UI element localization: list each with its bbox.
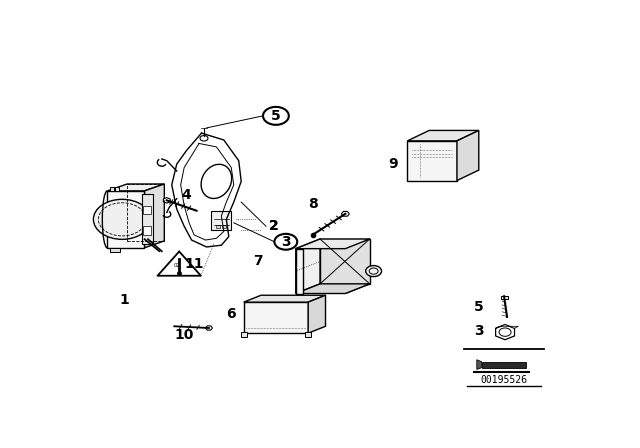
Text: 5: 5 <box>474 300 484 314</box>
Polygon shape <box>495 324 515 340</box>
Polygon shape <box>296 239 320 293</box>
Polygon shape <box>296 239 370 249</box>
Text: 1: 1 <box>120 293 129 307</box>
Polygon shape <box>346 239 370 293</box>
Polygon shape <box>108 184 164 191</box>
Text: 2: 2 <box>269 219 278 233</box>
Circle shape <box>93 199 151 239</box>
Bar <box>211 211 231 230</box>
Text: 6: 6 <box>227 307 236 321</box>
Polygon shape <box>296 249 303 293</box>
Text: 02: 02 <box>173 263 180 268</box>
Bar <box>115 187 118 191</box>
Bar <box>500 296 508 299</box>
Text: 00195526: 00195526 <box>481 375 527 385</box>
Bar <box>216 225 220 228</box>
Polygon shape <box>244 295 326 302</box>
Bar <box>241 332 247 336</box>
Text: 4: 4 <box>182 188 191 202</box>
Polygon shape <box>308 295 326 333</box>
Polygon shape <box>163 198 170 203</box>
Polygon shape <box>341 211 349 216</box>
Circle shape <box>365 266 381 276</box>
Bar <box>408 141 457 181</box>
Polygon shape <box>495 324 518 328</box>
Text: 3: 3 <box>281 235 291 249</box>
Polygon shape <box>320 239 370 284</box>
Bar <box>143 206 151 214</box>
Text: 5: 5 <box>271 109 281 123</box>
Polygon shape <box>457 130 479 181</box>
Polygon shape <box>477 360 482 370</box>
Bar <box>110 248 120 252</box>
Text: 3: 3 <box>474 324 484 338</box>
Text: 7: 7 <box>253 254 263 268</box>
Polygon shape <box>482 362 527 368</box>
Bar <box>143 226 151 235</box>
Bar <box>110 187 114 191</box>
Bar <box>244 302 308 333</box>
Bar <box>222 225 227 228</box>
Polygon shape <box>408 130 479 141</box>
Text: 8: 8 <box>308 197 318 211</box>
Bar <box>142 194 153 244</box>
Text: 10: 10 <box>175 328 194 342</box>
Text: 11: 11 <box>184 257 204 271</box>
Text: 2: 2 <box>269 219 278 233</box>
Polygon shape <box>145 184 164 248</box>
Text: 9: 9 <box>388 157 397 171</box>
Polygon shape <box>205 326 212 330</box>
Bar <box>108 191 145 248</box>
Polygon shape <box>296 284 370 293</box>
Bar <box>305 332 310 336</box>
